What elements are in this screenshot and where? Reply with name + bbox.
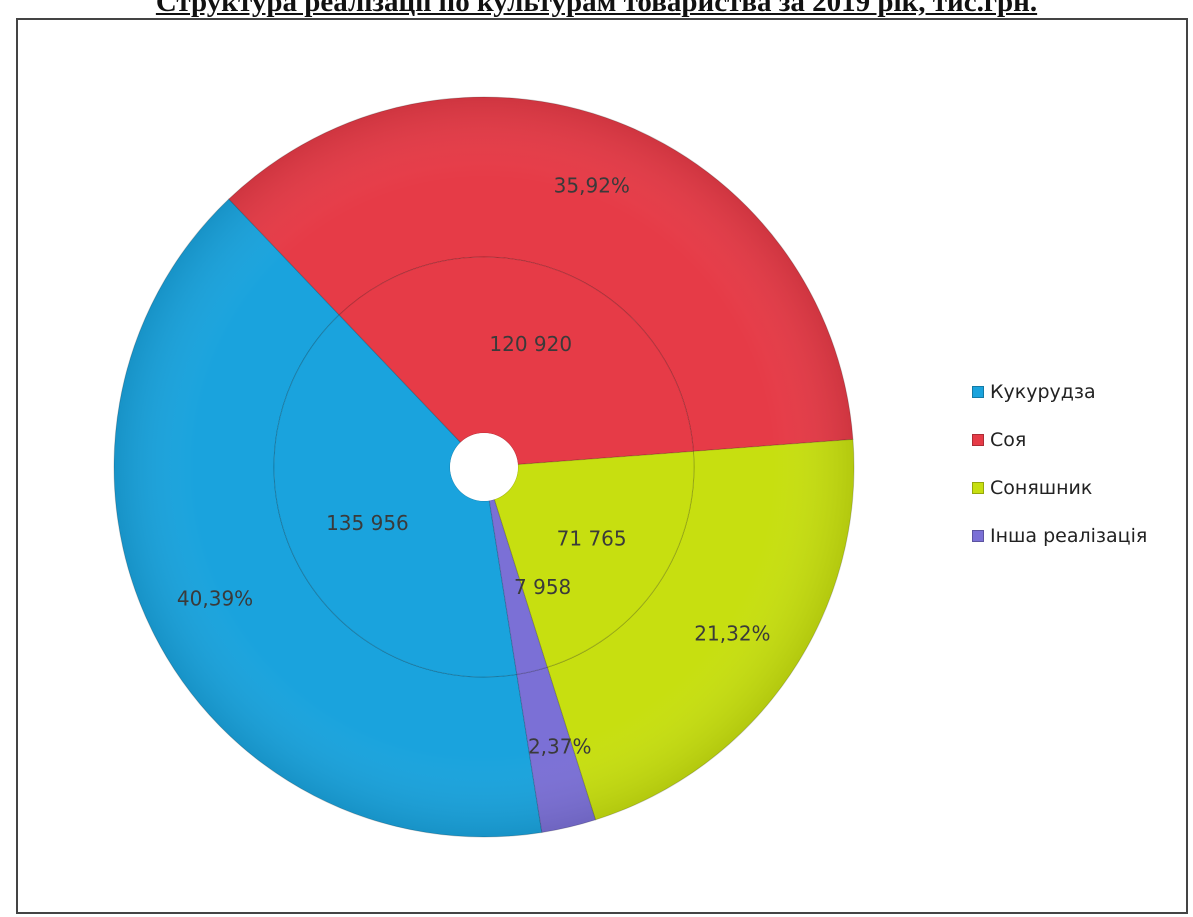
legend-label-soy: Соя <box>990 429 1027 451</box>
chart-legend: Кукурудза Соя Соняшник Інша реалізація <box>972 380 1147 572</box>
data-labels: 135 956 120 920 71 765 7 958 40,39% 35,92% 21,… <box>177 174 771 759</box>
chart-center-hole <box>450 433 518 501</box>
inner-label-other: 7 958 <box>514 575 571 599</box>
page-title: Структура реалізації по культурам товари… <box>155 0 1038 18</box>
outer-label-corn: 40,39% <box>177 586 253 610</box>
inner-label-sunflower: 71 765 <box>557 526 627 550</box>
legend-item-soy: Соя <box>972 428 1147 452</box>
legend-swatch-corn <box>972 386 984 398</box>
legend-swatch-other <box>972 530 984 542</box>
outer-label-other: 2,37% <box>528 735 592 759</box>
legend-swatch-sunflower <box>972 482 984 494</box>
legend-item-other: Інша реалізація <box>972 524 1147 548</box>
inner-label-soy: 120 920 <box>489 332 572 356</box>
inner-label-corn: 135 956 <box>326 511 409 535</box>
legend-label-corn: Кукурудза <box>990 381 1096 403</box>
legend-swatch-soy <box>972 434 984 446</box>
legend-item-sunflower: Соняшник <box>972 476 1147 500</box>
legend-label-other: Інша реалізація <box>990 525 1148 547</box>
legend-label-sunflower: Соняшник <box>990 477 1093 499</box>
legend-item-corn: Кукурудза <box>972 380 1147 404</box>
outer-label-soy: 35,92% <box>554 174 630 198</box>
outer-label-sunflower: 21,32% <box>694 622 770 646</box>
